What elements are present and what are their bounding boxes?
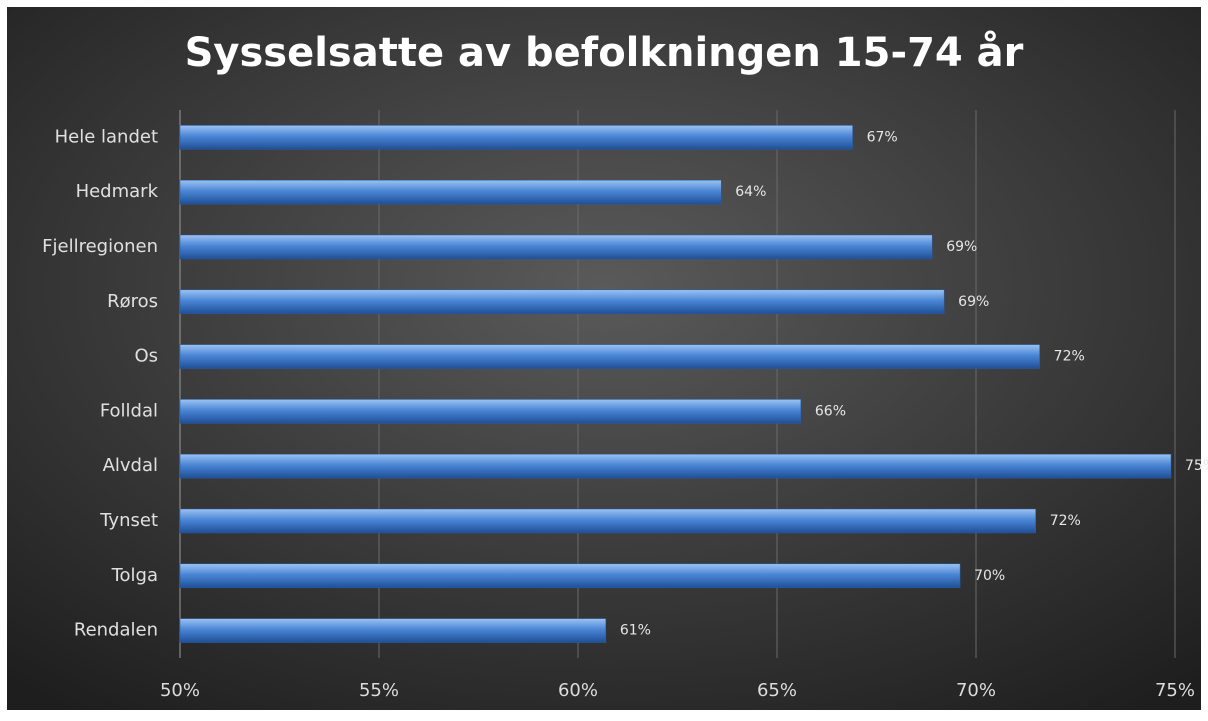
data-label: 64%: [735, 184, 766, 200]
bar: [179, 563, 961, 589]
bar: [179, 344, 1040, 369]
data-label: 67%: [867, 129, 898, 145]
bar: [179, 453, 1172, 479]
data-label: 66%: [815, 403, 846, 419]
data-label: 72%: [1050, 513, 1081, 529]
bar: [179, 618, 607, 643]
x-tick-label: 75%: [1155, 680, 1195, 701]
y-tick-label: Røros: [107, 291, 158, 312]
data-label: 61%: [620, 623, 651, 639]
bar: [179, 289, 945, 315]
x-tick-label: 55%: [359, 680, 399, 701]
y-tick-label: Alvdal: [103, 455, 158, 476]
chart-title: Sysselsatte av befolkningen 15-74 år: [185, 29, 1024, 76]
data-label: 70%: [974, 568, 1005, 584]
data-label: 72%: [1054, 349, 1085, 365]
data-label: 69%: [958, 294, 989, 310]
y-tick-label: Rendalen: [74, 620, 158, 641]
bar: [179, 399, 802, 424]
y-tick-label: Folldal: [100, 400, 158, 421]
y-tick-label: Fjellregionen: [42, 236, 158, 257]
x-tick-label: 70%: [956, 680, 996, 701]
data-label: 69%: [946, 239, 977, 255]
y-tick-label: Os: [134, 346, 158, 367]
y-tick-label: Tynset: [99, 510, 158, 531]
bar: [179, 508, 1036, 534]
x-tick-label: 65%: [757, 680, 797, 701]
bar: [179, 179, 722, 205]
data-label: 75%: [1185, 458, 1208, 474]
bar: [179, 125, 853, 150]
bar: [179, 234, 933, 260]
y-tick-label: Hele landet: [55, 126, 158, 147]
x-tick-label: 50%: [160, 680, 200, 701]
y-tick-label: Hedmark: [76, 181, 159, 202]
y-tick-label: Tolga: [111, 565, 158, 586]
x-tick-label: 60%: [558, 680, 598, 701]
